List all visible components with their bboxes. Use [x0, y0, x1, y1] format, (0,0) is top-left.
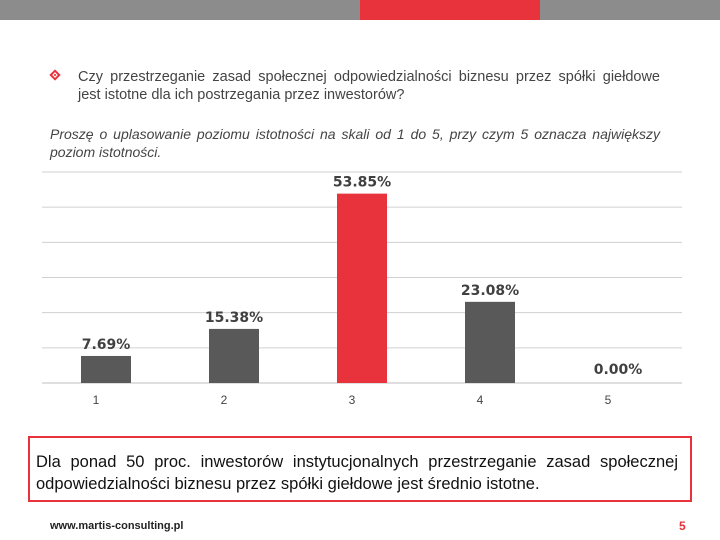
bar-4: [465, 301, 515, 383]
data-label-4: 23.08%: [461, 283, 519, 299]
data-label-1: 7.69%: [82, 337, 131, 353]
data-label-3: 53.85%: [333, 175, 391, 191]
data-label-2: 15.38%: [205, 310, 263, 326]
page-number: 5: [679, 519, 686, 533]
top-bar-accent: [360, 0, 540, 20]
tick-label-3: 3: [349, 393, 356, 407]
bar-3: [337, 193, 387, 383]
survey-question: Czy przestrzeganie zasad społecznej odpo…: [78, 69, 660, 103]
tick-label-5: 5: [605, 393, 612, 407]
bar-2: [209, 328, 259, 383]
footer-url: www.martis-consulting.pl: [50, 520, 184, 532]
bar-1: [81, 355, 131, 383]
tick-label-4: 4: [477, 393, 484, 407]
data-label-5: 0.00%: [594, 362, 643, 378]
conclusion-box: Dla ponad 50 proc. inwestorów instytucjo…: [28, 436, 692, 502]
conclusion-text: Dla ponad 50 proc. inwestorów instytucjo…: [36, 453, 678, 493]
tick-label-2: 2: [221, 393, 228, 407]
survey-instruction: Proszę o uplasowanie poziomu istotności …: [50, 126, 660, 160]
tick-label-1: 1: [93, 393, 100, 407]
